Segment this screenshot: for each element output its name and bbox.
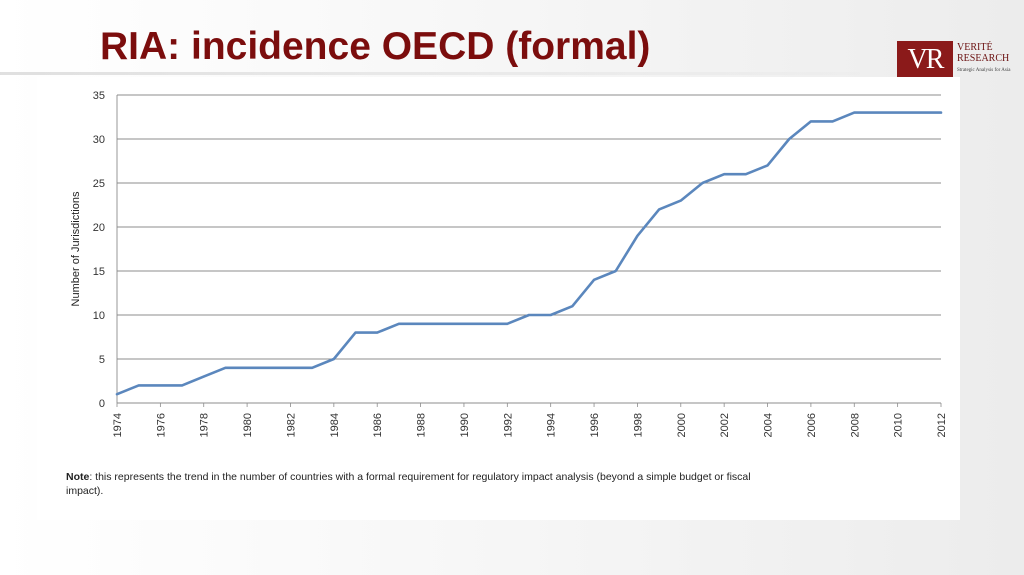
- x-tick-label: 1990: [459, 413, 471, 437]
- y-tick-label: 30: [93, 134, 105, 146]
- x-tick-label: 1974: [112, 413, 124, 437]
- note-text: : this represents the trend in the numbe…: [66, 471, 751, 497]
- logo-tagline: Strategic Analysis for Asia: [957, 68, 1011, 73]
- x-tick-label: 1976: [155, 413, 167, 437]
- x-tick-label: 1988: [416, 413, 428, 437]
- x-tick-label: 1994: [546, 413, 558, 437]
- x-tick-label: 1996: [589, 413, 601, 437]
- title-divider: [0, 72, 860, 75]
- logo-line-1: VERITÉ: [957, 42, 993, 53]
- chart-note: Note: this represents the trend in the n…: [66, 470, 766, 498]
- note-label: Note: [66, 471, 90, 483]
- x-tick-label: 2012: [936, 413, 948, 437]
- chart-panel: 0 5 10 15 20 25 30 35 1974 1976 1978 1980 1982 1984 19…: [37, 77, 960, 520]
- slide-title: RIA: incidence OECD (formal): [100, 25, 651, 68]
- logo-line-2: RESEARCH: [957, 53, 1010, 64]
- x-tick-label: 2008: [849, 413, 861, 437]
- x-tick-label: 2006: [806, 413, 818, 437]
- x-tick-label: 1986: [372, 413, 384, 437]
- x-tick-label: 1982: [285, 413, 297, 437]
- y-tick-label: 15: [93, 266, 105, 278]
- series-line: [115, 111, 943, 396]
- y-tick-label: 10: [93, 310, 105, 322]
- x-tick-label: 1984: [329, 413, 341, 437]
- y-tick-label: 35: [93, 90, 105, 102]
- logo-mark: VR: [897, 40, 953, 78]
- x-tick-label: 2000: [676, 413, 688, 437]
- x-tick-label: 1992: [502, 413, 514, 437]
- y-tick-label: 0: [99, 398, 105, 410]
- verite-research-logo: VR VERITÉ RESEARCH Strategic Analysis fo…: [897, 40, 1017, 78]
- y-axis-label: Number of Jurisdictions: [70, 191, 82, 306]
- logo-text: VERITÉ RESEARCH Strategic Analysis for A…: [957, 42, 1010, 76]
- line-chart: 0 5 10 15 20 25 30 35 1974 1976 1978 1980 1982 1984 19…: [70, 90, 948, 437]
- x-tick-label: 1998: [632, 413, 644, 437]
- y-tick-label: 5: [99, 354, 105, 366]
- y-tick-label: 20: [93, 222, 105, 234]
- x-tick-label: 2002: [719, 413, 731, 437]
- x-tick-label: 2010: [893, 413, 905, 437]
- x-tick-label: 1980: [242, 413, 254, 437]
- x-tick-label: 2004: [763, 413, 775, 437]
- x-tick-label: 1978: [199, 413, 211, 437]
- y-tick-label: 25: [93, 178, 105, 190]
